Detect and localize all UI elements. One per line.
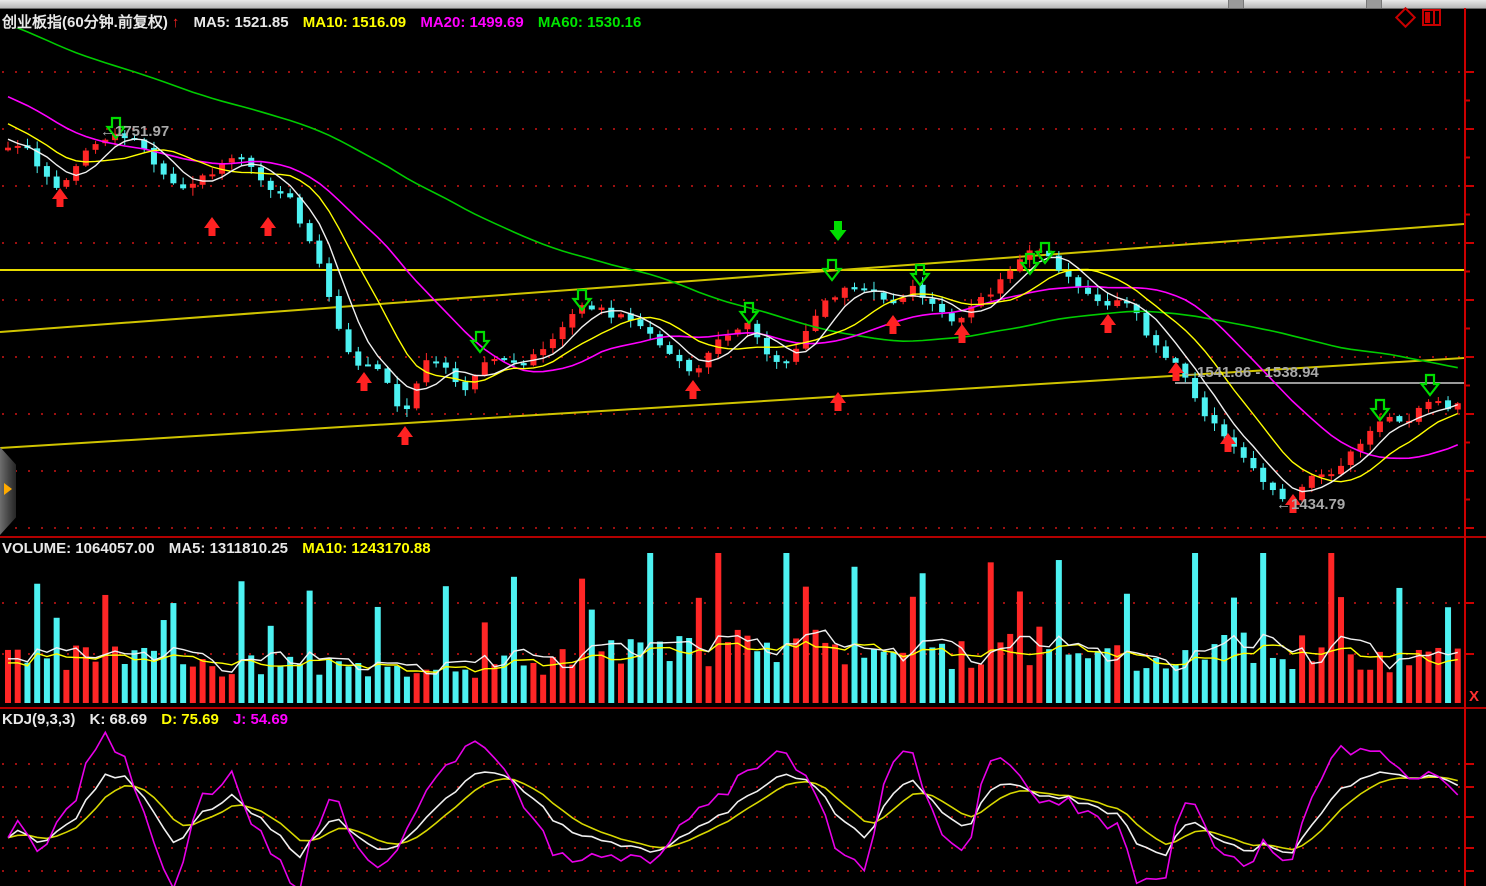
sidebar-expand-tab[interactable]	[0, 447, 16, 535]
close-x-button[interactable]: X	[1469, 688, 1480, 705]
volume-header: VOLUME: 1064057.00 MA5: 1311810.25 MA10:…	[2, 540, 441, 557]
window-top-strip	[0, 0, 1486, 9]
chart-toolbar	[1394, 6, 1441, 29]
kdj-d-value: D: 75.69	[161, 711, 219, 728]
split-window-icon[interactable]	[1422, 9, 1441, 26]
kdj-j-value: J: 54.69	[232, 711, 289, 728]
ma60-value: MA60: 1530.16	[537, 14, 642, 31]
volume-value: VOLUME: 1064057.00	[2, 540, 155, 557]
peak-price-label: ←1751.97	[100, 123, 170, 140]
ma20-value: MA20: 1499.69	[420, 14, 524, 31]
kdj-header: KDJ(9,3,3) K: 68.69 D: 75.69 J: 54.69	[2, 711, 298, 728]
volume-ma5-value: MA5: 1311810.25	[168, 540, 289, 557]
gap-range-label: ←1541.86 - 1538.94	[1182, 364, 1319, 381]
diamond-tool-icon[interactable]	[1394, 6, 1417, 29]
ma5-value: MA5: 1521.85	[193, 14, 289, 31]
ma10-value: MA10: 1516.09	[302, 14, 407, 31]
expand-arrow-icon	[4, 483, 12, 495]
up-arrow-icon: ↑	[171, 14, 180, 31]
volume-ma10-value: MA10: 1243170.88	[302, 540, 431, 557]
kdj-name: KDJ(9,3,3)	[2, 711, 76, 728]
low-price-label: ←1434.79	[1276, 496, 1346, 513]
main-chart-header: 创业板指(60分钟.前复权) ↑ MA5: 1521.85 MA10: 1516.…	[2, 11, 651, 32]
instrument-title: 创业板指(60分钟.前复权)	[2, 14, 168, 31]
kdj-k-value: K: 68.69	[89, 711, 148, 728]
